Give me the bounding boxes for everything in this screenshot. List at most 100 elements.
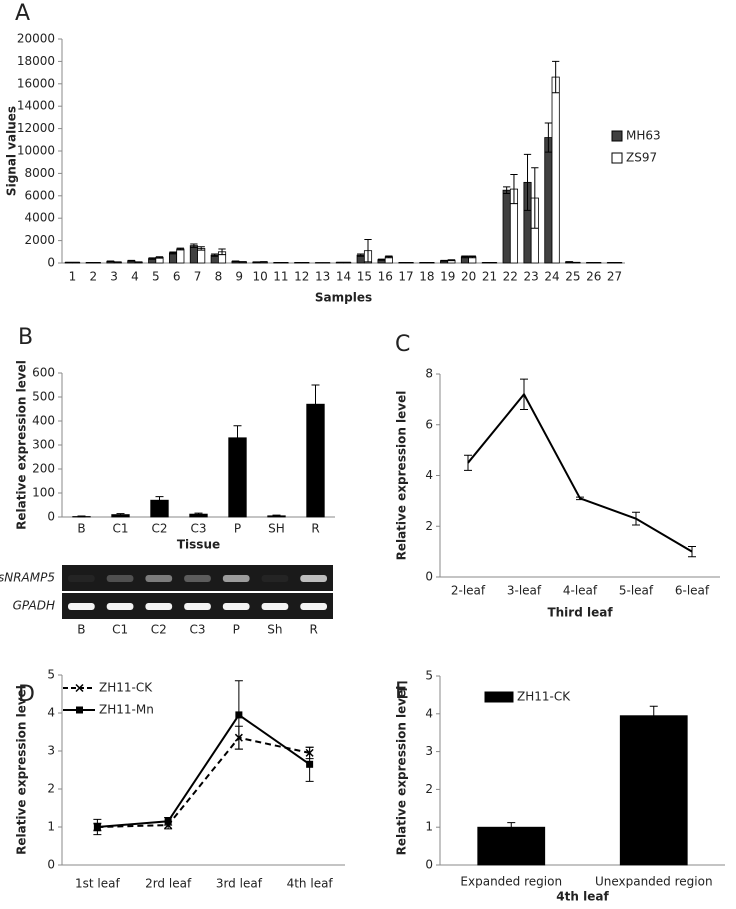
- y-tick-label: 16000: [17, 76, 55, 90]
- y-tick-label: 0: [47, 510, 55, 524]
- panel-letter: B: [18, 325, 33, 350]
- x-tick-label: 3: [110, 270, 118, 284]
- x-tick-label: 22: [503, 270, 518, 284]
- y-tick-label: 0: [47, 256, 55, 270]
- x-tick-label: 19: [440, 270, 455, 284]
- x-tick-label: 2-leaf: [451, 584, 486, 598]
- x-tick-label: P: [234, 522, 241, 536]
- marker: [306, 761, 313, 768]
- y-tick-label: 8000: [24, 166, 55, 180]
- error-bar: [232, 261, 239, 262]
- x-tick-label: Unexpanded region: [595, 875, 713, 889]
- x-tick-label: 18: [419, 270, 434, 284]
- y-tick-label: 8: [425, 367, 433, 381]
- y-tick-label: 4: [47, 706, 55, 720]
- x-tick-label: C2: [151, 522, 167, 536]
- y-tick-label: 2: [425, 782, 433, 796]
- x-axis-label: Third leaf: [547, 606, 613, 620]
- y-tick-label: 400: [32, 414, 55, 428]
- x-axis-label: 4th leaf: [556, 890, 609, 904]
- y-tick-label: 20000: [17, 32, 55, 46]
- y-tick-label: 0: [425, 858, 433, 872]
- legend-swatch: [612, 153, 622, 163]
- y-tick-label: 4000: [24, 211, 55, 225]
- gel-lane-label: Sh: [267, 623, 282, 637]
- x-tick-label: SH: [268, 522, 285, 536]
- gel-lane-label: C2: [151, 623, 167, 637]
- x-tick-label: 7: [194, 270, 202, 284]
- error-bar: [128, 260, 135, 261]
- y-tick-label: 6: [425, 417, 433, 431]
- marker: [165, 818, 172, 825]
- gel-band: [223, 575, 250, 582]
- panel-letter: A: [15, 1, 30, 26]
- gel-row-label: OsNRAMP5: [0, 571, 55, 585]
- legend-swatch: [485, 692, 513, 702]
- error-bar: [688, 547, 696, 557]
- bar: [545, 138, 552, 263]
- gel-band: [300, 603, 327, 610]
- y-axis-label: Relative expression level: [395, 391, 409, 561]
- x-tick-label: 20: [461, 270, 476, 284]
- y-tick-label: 5: [425, 669, 433, 683]
- y-tick-label: 300: [32, 438, 55, 452]
- x-tick-label: 9: [235, 270, 243, 284]
- x-tick-label: 13: [315, 270, 330, 284]
- gel-band: [184, 575, 211, 582]
- x-tick-label: 14: [336, 270, 351, 284]
- y-tick-label: 2: [425, 519, 433, 533]
- y-tick-label: 0: [425, 570, 433, 584]
- y-tick-label: 6000: [24, 188, 55, 202]
- y-tick-label: 1: [47, 820, 55, 834]
- x-tick-label: Expanded region: [460, 875, 562, 889]
- y-tick-label: 2000: [24, 233, 55, 247]
- bar: [552, 77, 559, 263]
- gel-band: [68, 575, 95, 582]
- error-bar: [440, 260, 447, 261]
- line: [97, 715, 309, 827]
- y-tick-label: 0: [47, 858, 55, 872]
- y-tick-label: 14000: [17, 99, 55, 113]
- bar: [169, 253, 176, 263]
- y-tick-label: 10000: [17, 144, 55, 158]
- y-tick-label: 1: [425, 820, 433, 834]
- bar: [620, 716, 687, 865]
- x-tick-label: 12: [294, 270, 309, 284]
- x-tick-label: 8: [215, 270, 223, 284]
- error-bar: [520, 379, 528, 409]
- legend-swatch: [612, 131, 622, 141]
- y-tick-label: 12000: [17, 121, 55, 135]
- x-tick-label: C3: [190, 522, 206, 536]
- x-tick-label: 6-leaf: [675, 584, 710, 598]
- x-tick-label: 17: [398, 270, 413, 284]
- gel-band: [300, 575, 327, 582]
- x-tick-label: 10: [252, 270, 267, 284]
- x-tick-label: 24: [544, 270, 559, 284]
- y-tick-label: 3: [47, 744, 55, 758]
- y-axis-label: Relative expression level: [395, 686, 409, 856]
- bar: [503, 190, 510, 263]
- gel-lane-label: B: [77, 623, 85, 637]
- x-axis-label: Tissue: [177, 538, 220, 552]
- marker: [94, 824, 101, 831]
- x-tick-label: 1: [69, 270, 77, 284]
- bar: [190, 246, 197, 263]
- y-tick-label: 5: [47, 668, 55, 682]
- x-axis-label: Samples: [315, 291, 372, 305]
- x-tick-label: 5-leaf: [619, 584, 654, 598]
- legend-label: ZH11-CK: [517, 690, 571, 704]
- x-tick-label: 6: [173, 270, 181, 284]
- bar: [198, 248, 205, 263]
- gel-band: [145, 603, 172, 610]
- x-tick-label: 3rd leaf: [216, 877, 263, 891]
- gel-band: [262, 603, 289, 610]
- legend-label: ZH11-CK: [99, 681, 153, 695]
- y-tick-label: 4: [425, 468, 433, 482]
- marker: [235, 711, 242, 718]
- x-tick-label: 26: [586, 270, 601, 284]
- line: [97, 738, 309, 827]
- x-tick-label: 4-leaf: [563, 584, 598, 598]
- y-tick-label: 4: [425, 706, 433, 720]
- y-axis-label: Relative expression level: [15, 685, 29, 855]
- x-tick-label: 5: [152, 270, 160, 284]
